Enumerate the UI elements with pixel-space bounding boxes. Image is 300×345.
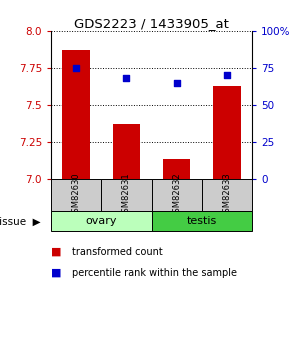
Point <box>174 80 179 86</box>
Bar <box>112 124 140 179</box>
Text: GSM82630: GSM82630 <box>72 172 81 218</box>
Bar <box>101 179 152 211</box>
Bar <box>152 211 252 231</box>
Point <box>74 65 79 71</box>
Bar <box>152 179 202 211</box>
Point <box>124 76 129 81</box>
Bar <box>51 211 152 231</box>
Text: percentile rank within the sample: percentile rank within the sample <box>72 268 237 277</box>
Bar <box>202 179 252 211</box>
Bar <box>163 159 190 179</box>
Text: testis: testis <box>187 216 217 226</box>
Title: GDS2223 / 1433905_at: GDS2223 / 1433905_at <box>74 17 229 30</box>
Text: ovary: ovary <box>85 216 117 226</box>
Text: ■: ■ <box>51 268 62 277</box>
Point <box>224 72 229 78</box>
Text: transformed count: transformed count <box>72 247 163 257</box>
Text: GSM82631: GSM82631 <box>122 172 131 218</box>
Text: GSM82633: GSM82633 <box>222 172 231 218</box>
Text: GSM82632: GSM82632 <box>172 172 181 218</box>
Text: ■: ■ <box>51 247 62 257</box>
Bar <box>62 50 90 179</box>
Text: tissue  ▶: tissue ▶ <box>0 216 41 226</box>
Bar <box>213 86 241 179</box>
Bar <box>51 179 101 211</box>
